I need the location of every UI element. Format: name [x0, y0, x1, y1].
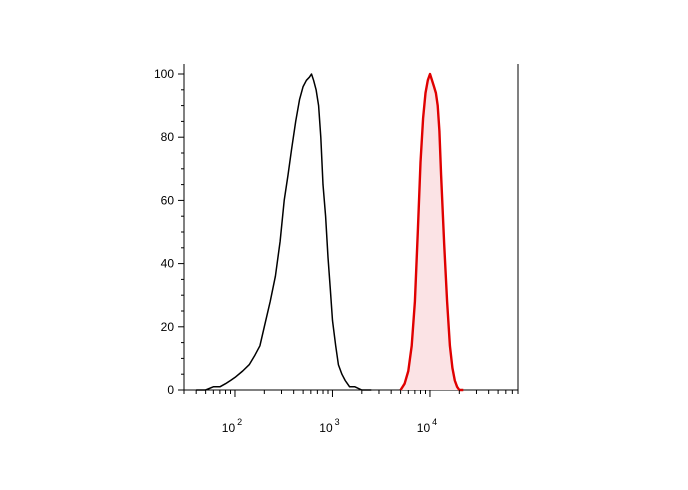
y-tick-label: 100 [154, 67, 174, 81]
y-tick-label: 0 [167, 383, 174, 397]
x-tick-label: 10 3 [319, 417, 339, 435]
x-axis-ticks: 10 2 10 3 10 4 [183, 390, 519, 435]
x-tick-label: 10 2 [222, 417, 242, 435]
y-tick-label: 40 [161, 257, 175, 271]
y-tick-label: 80 [161, 130, 175, 144]
x-tick-label: 10 4 [417, 417, 437, 435]
plot-area [183, 64, 519, 391]
series-1-fill [400, 74, 464, 390]
y-tick-label: 60 [161, 193, 175, 207]
y-tick-label: 20 [161, 320, 175, 334]
series-0-line [196, 73, 372, 391]
series-1-outline [399, 72, 464, 392]
series-layer [196, 72, 464, 392]
y-axis-ticks: 0 20 40 60 80 100 [154, 67, 184, 397]
